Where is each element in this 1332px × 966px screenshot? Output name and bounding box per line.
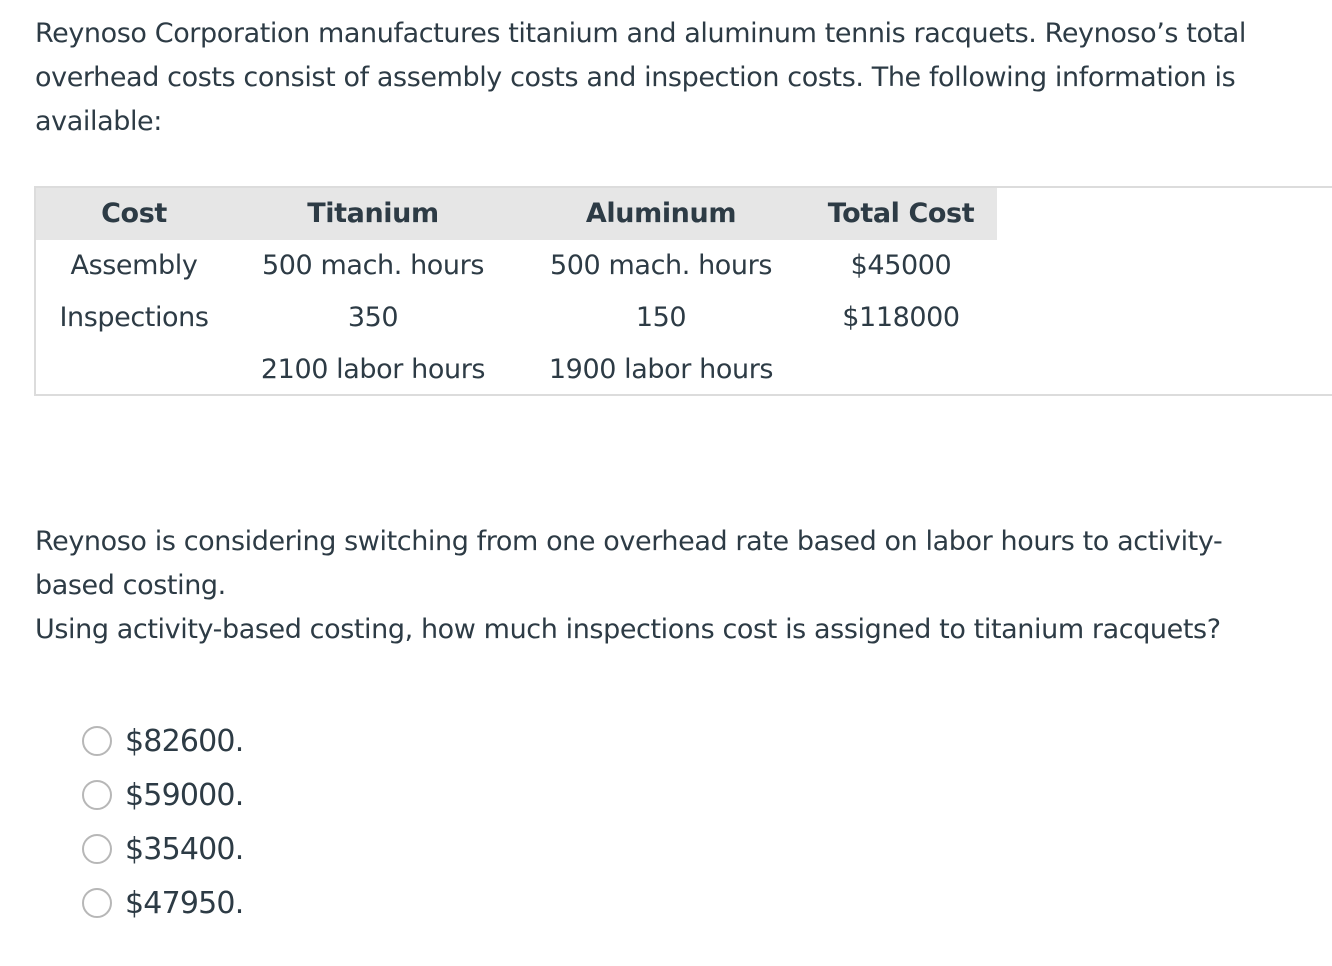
row-inspections-titanium: 350 — [347, 302, 399, 333]
answer-option-label: $47950. — [125, 885, 244, 921]
header-aluminum: Aluminum — [585, 198, 737, 229]
intro-line-1: Reynoso Corporation manufactures titaniu… — [35, 18, 1246, 49]
answer-option-3[interactable]: $35400. — [82, 822, 244, 876]
question-line-3: Using activity-based costing, how much i… — [35, 614, 1221, 645]
answer-option-label: $82600. — [125, 723, 244, 759]
radio-button-2[interactable] — [82, 780, 112, 810]
row-assembly-titanium: 500 mach. hours — [262, 250, 484, 281]
radio-button-3[interactable] — [82, 834, 112, 864]
row-labor-titanium: 2100 labor hours — [260, 354, 486, 385]
question-text: Reynoso is considering switching from on… — [35, 520, 1315, 652]
row-inspections-aluminum: 150 — [635, 302, 687, 333]
row-assembly-total: $45000 — [850, 250, 952, 281]
answer-options: $82600. $59000. $35400. $47950. — [82, 714, 244, 930]
cost-table: Cost Titanium Aluminum Total Cost Assemb… — [34, 186, 1332, 396]
header-titanium: Titanium — [307, 198, 439, 229]
header-total-cost: Total Cost — [827, 198, 975, 229]
intro-line-3: available: — [35, 106, 162, 137]
header-cost: Cost — [101, 198, 167, 229]
intro-line-2: overhead costs consist of assembly costs… — [35, 62, 1236, 93]
intro-paragraph: Reynoso Corporation manufactures titaniu… — [35, 12, 1315, 144]
row-labor-aluminum: 1900 labor hours — [548, 354, 774, 385]
answer-option-1[interactable]: $82600. — [82, 714, 244, 768]
row-inspections-cost: Inspections — [59, 302, 209, 333]
answer-option-label: $59000. — [125, 777, 244, 813]
row-inspections-total: $118000 — [842, 302, 960, 333]
radio-button-1[interactable] — [82, 726, 112, 756]
question-line-1: Reynoso is considering switching from on… — [35, 526, 1223, 557]
table-header-row — [36, 188, 997, 240]
radio-button-4[interactable] — [82, 888, 112, 918]
answer-option-label: $35400. — [125, 831, 244, 867]
row-assembly-aluminum: 500 mach. hours — [550, 250, 772, 281]
question-line-2: based costing. — [35, 570, 226, 601]
row-assembly-cost: Assembly — [70, 250, 198, 281]
answer-option-2[interactable]: $59000. — [82, 768, 244, 822]
answer-option-4[interactable]: $47950. — [82, 876, 244, 930]
